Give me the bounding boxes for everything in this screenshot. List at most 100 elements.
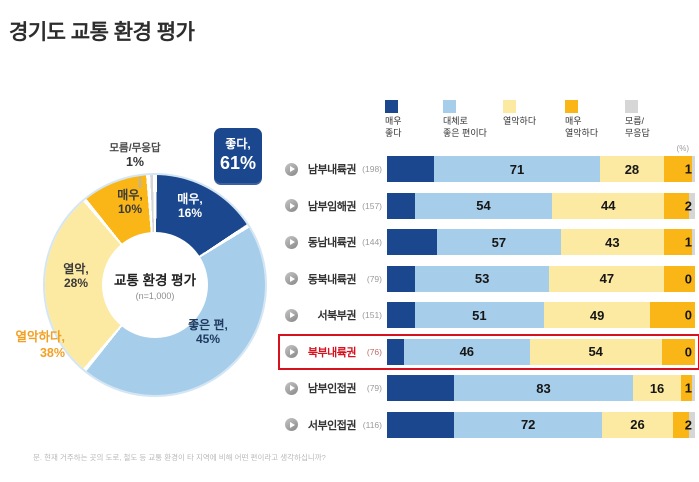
region-sample-size: (151) [362, 310, 382, 320]
donut-label-poor-value: 28% [63, 276, 89, 291]
region-label: 남부내륙권 [307, 164, 357, 176]
segment-very-poor [664, 192, 690, 219]
region-row: 북부내륙권 (76) 46 54 0 [278, 333, 699, 370]
chevron-right-icon [285, 235, 298, 249]
segment-very-good [387, 375, 454, 401]
region-label: 북부내륙권 [307, 346, 357, 359]
segment-dontknow [692, 375, 695, 401]
poor-total-value: 38% [39, 345, 65, 360]
donut-label-very-poor: 매우, 10% [100, 188, 160, 217]
dontknow-value: 2 [684, 198, 692, 213]
region-sample-size: (79) [366, 273, 382, 284]
segment-very-good [387, 192, 415, 219]
region-label: 동남내륙권 [307, 237, 357, 249]
segment-very-poor [664, 229, 693, 255]
stacked-bar: 54 44 2 [387, 192, 695, 219]
region-label: 서부인접권 [307, 419, 357, 432]
legend-swatch-icon [565, 100, 578, 113]
segment-good: 46 [403, 338, 530, 365]
chevron-right-icon [285, 418, 298, 431]
region-label: 남부임해권 [307, 200, 357, 213]
donut-chart: 교통 환경 평가 (n=1,000) 매우, 16% 좋은 편, 45% 열악,… [0, 120, 300, 420]
stacked-bar: 83 16 1 [387, 375, 695, 401]
donut-label-dontknow-value: 1% [125, 154, 145, 169]
segment-very-good [387, 338, 404, 365]
donut-label-good-value: 45% [195, 332, 221, 347]
donut-label-good: 좋은 편, 45% [178, 318, 238, 347]
segment-poor: 43 [560, 229, 665, 255]
segment-poor: 28 [599, 156, 665, 182]
segment-good: 72 [453, 411, 603, 438]
legend-item-label: 매우 좋다 [385, 116, 402, 138]
legend-item-label: 매우 열악하다 [565, 116, 599, 138]
segment-very-poor [681, 375, 693, 401]
region-label: 남부인접권 [307, 383, 357, 395]
chevron-right-icon [285, 162, 298, 176]
region-label: 서북부권 [317, 310, 357, 322]
segment-good: 51 [414, 302, 544, 328]
segment-poor: 26 [602, 411, 673, 438]
segment-poor: 16 [633, 375, 682, 401]
region-row: 동북내륙권 (79) 53 47 0 [283, 265, 696, 292]
chevron-right-icon [285, 199, 298, 212]
region-sample-size: (144) [362, 237, 382, 247]
legend-swatch-icon [503, 100, 516, 113]
legend-swatch-icon [443, 100, 456, 113]
legend-item: 매우 좋다 [385, 100, 443, 139]
region-label: 동북내륙권 [307, 273, 357, 286]
bar-rows: 남부내륙권 (198) 71 28 1 남부임해권 (157) 54 44 2 … [278, 156, 699, 438]
dontknow-value: 0 [684, 271, 692, 286]
donut-label-very-good-value: 16% [177, 206, 203, 221]
donut-label-very-good: 매우, 16% [160, 192, 220, 221]
legend-item: 열악하다 [503, 100, 561, 128]
stacked-bar: 71 28 1 [387, 156, 695, 182]
donut-label-very-poor-value: 10% [117, 202, 143, 217]
chevron-right-icon [285, 308, 298, 322]
unit-label: (%) [676, 144, 689, 153]
dontknow-value: 1 [684, 161, 692, 177]
chevron-right-icon [285, 272, 298, 285]
donut-center-title: 교통 환경 평가 [113, 273, 197, 288]
segment-dontknow [689, 192, 695, 219]
segment-good: 57 [437, 229, 561, 255]
region-row: 동남내륙권 (144) 57 43 1 [283, 229, 695, 255]
donut-label-dontknow-text: 모름/무응답 [109, 142, 161, 154]
dontknow-value: 0 [684, 344, 692, 359]
segment-good: 54 [414, 192, 553, 219]
chevron-right-icon [285, 381, 298, 395]
stacked-bar: 72 26 2 [387, 411, 695, 438]
region-sample-size: (198) [362, 164, 382, 174]
segment-poor: 47 [549, 265, 665, 292]
segment-dontknow [689, 411, 695, 438]
dontknow-value: 1 [684, 234, 692, 250]
segment-poor: 54 [529, 338, 662, 365]
segment-very-poor [650, 302, 696, 328]
donut-label-very-good-text: 매우, [177, 192, 203, 206]
legend-item: 매우 열악하다 [565, 100, 623, 139]
stacked-bar: 57 43 1 [387, 229, 695, 255]
donut-label-good-text: 좋은 편, [188, 318, 228, 332]
dontknow-value: 1 [684, 380, 692, 396]
donut-label-poor-text: 열악, [63, 262, 89, 276]
legend-item: 대체로 좋은 편이다 [443, 100, 501, 139]
segment-good: 83 [453, 375, 634, 401]
segment-poor: 49 [543, 302, 651, 328]
segment-very-poor [664, 265, 696, 292]
page-title: 경기도 교통 환경 평가 [9, 21, 195, 44]
segment-very-good [387, 302, 415, 328]
region-row: 서부인접권 (116) 72 26 2 [283, 411, 695, 438]
legend-swatch-icon [385, 100, 398, 113]
segment-very-good [387, 411, 454, 438]
region-sample-size: (76) [366, 346, 382, 357]
stacked-bar-chart: (%) 매우 좋다 대체로 좋은 편이다 열악하다 매우 열악하다 모름/ 무응… [278, 96, 699, 438]
segment-very-poor [664, 156, 693, 182]
region-sample-size: (116) [362, 419, 382, 430]
region-row: 남부내륙권 (198) 71 28 1 [283, 156, 695, 182]
legend-swatch-icon [625, 100, 638, 113]
question-footnote: 문. 현재 거주하는 곳의 도로, 철도 등 교통 환경이 타 지역에 비해 어… [33, 453, 326, 462]
region-sample-size: (157) [362, 200, 382, 211]
segment-poor: 44 [552, 192, 665, 219]
donut-center: 교통 환경 평가 (n=1,000) [102, 232, 208, 338]
segment-good: 53 [414, 265, 550, 292]
segment-dontknow [692, 156, 695, 182]
